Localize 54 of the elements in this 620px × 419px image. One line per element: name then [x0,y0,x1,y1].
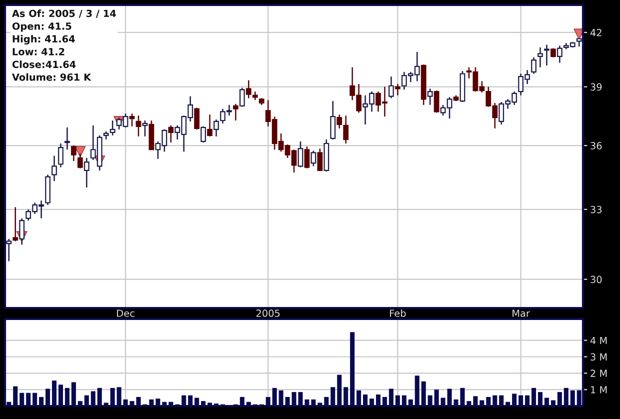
candlestick [70,144,76,162]
candlestick [343,114,349,144]
annotation: High: 41.64 [12,35,75,44]
y-tick-label: 3 M [590,353,607,361]
candlestick [19,218,25,246]
candlestick [200,126,206,144]
y-tick-label: 2 M [590,370,607,377]
candlestick [64,126,70,150]
candlestick [538,46,543,68]
candlestick [317,148,323,172]
y-tick-label: 33 [590,206,602,214]
candlestick [77,153,83,169]
annotation: Volume: 961 K [12,73,92,81]
candlestick [12,206,18,242]
candlestick [129,113,135,128]
annotation: Low: 41.2 [12,48,64,56]
candlestick [434,90,440,114]
candlestick [246,80,252,99]
candlestick [298,140,304,168]
y-tick-label: 1 M [591,386,607,394]
x-tick-label: 2005 [256,310,280,317]
y-tick-label: 42 [590,28,602,36]
candlestick [239,87,245,108]
x-tick-label: Feb [390,309,406,317]
y-tick-label: 39 [590,83,602,91]
candlestick [168,124,174,144]
candlestick [531,56,536,74]
annotation: Close:41.64 [12,60,76,68]
candlestick [58,142,64,168]
candlestick [427,88,433,106]
y-tick-label: 30 [590,276,602,284]
candlestick [544,44,550,66]
x-tick-label: Mar [512,310,530,317]
annotation: Open: 41.5 [12,22,72,32]
candlestick [304,146,310,169]
candlestick [136,114,142,138]
candlestick [556,45,562,64]
candlestick [330,100,336,140]
candlestick [52,155,57,182]
candlestick [84,157,90,188]
candlestick [142,120,148,138]
candlestick [110,120,116,136]
candlestick [388,76,394,99]
candlestick [194,107,200,130]
y-tick-label: 4 M [590,336,607,344]
x-tick-label: Dec [117,310,134,317]
candlestick [310,150,316,167]
candlestick [214,118,219,138]
candlestick [207,114,212,138]
candlestick [394,83,400,96]
annotation: As Of: 2005 / 3 / 14 [12,10,116,18]
candlestick [232,103,238,122]
candlestick [336,114,342,130]
y-tick-label: 36 [590,142,602,150]
